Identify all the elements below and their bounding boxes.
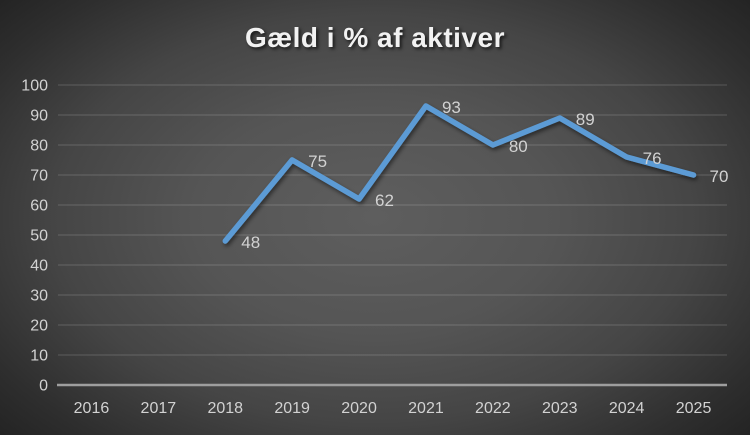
x-tick-label: 2025 [676, 400, 712, 417]
x-tick-label: 2018 [207, 400, 243, 417]
y-tick-label: 50 [30, 228, 48, 245]
data-label: 89 [576, 110, 595, 129]
y-tick-label: 30 [30, 288, 48, 305]
y-tick-label: 40 [30, 258, 48, 275]
gridlines [58, 84, 727, 356]
x-tick-label: 2021 [408, 400, 444, 417]
data-label: 76 [643, 149, 662, 168]
data-label: 70 [710, 167, 729, 186]
data-label: 75 [308, 152, 327, 171]
x-axis-tick-labels: 2016 2017 2018 2019 2020 2021 2022 2023 2024 2025 [74, 400, 712, 417]
series-line [222, 103, 697, 244]
data-label: 93 [442, 98, 461, 117]
x-tick-label: 2017 [141, 400, 177, 417]
x-tick-label: 2022 [475, 400, 511, 417]
y-tick-label: 70 [30, 168, 48, 185]
y-tick-label: 10 [30, 348, 48, 365]
x-tick-label: 2024 [609, 400, 645, 417]
x-tick-label: 2023 [542, 400, 578, 417]
y-tick-label: 100 [21, 78, 48, 95]
x-tick-label: 2016 [74, 400, 110, 417]
y-tick-label: 60 [30, 198, 48, 215]
y-axis-tick-labels: 0 10 20 30 40 50 60 70 80 90 100 [21, 78, 48, 395]
chart-title: Gæld i % af aktiver [244, 22, 506, 53]
x-tick-label: 2019 [274, 400, 310, 417]
data-label: 48 [241, 233, 260, 252]
data-label: 62 [375, 191, 394, 210]
data-labels: 48 75 62 93 80 89 76 70 [241, 98, 728, 252]
y-tick-label: 0 [39, 378, 48, 395]
x-tick-label: 2020 [341, 400, 377, 417]
y-tick-label: 90 [30, 108, 48, 125]
y-tick-label: 80 [30, 138, 48, 155]
data-label: 80 [509, 137, 528, 156]
y-tick-label: 20 [30, 318, 48, 335]
